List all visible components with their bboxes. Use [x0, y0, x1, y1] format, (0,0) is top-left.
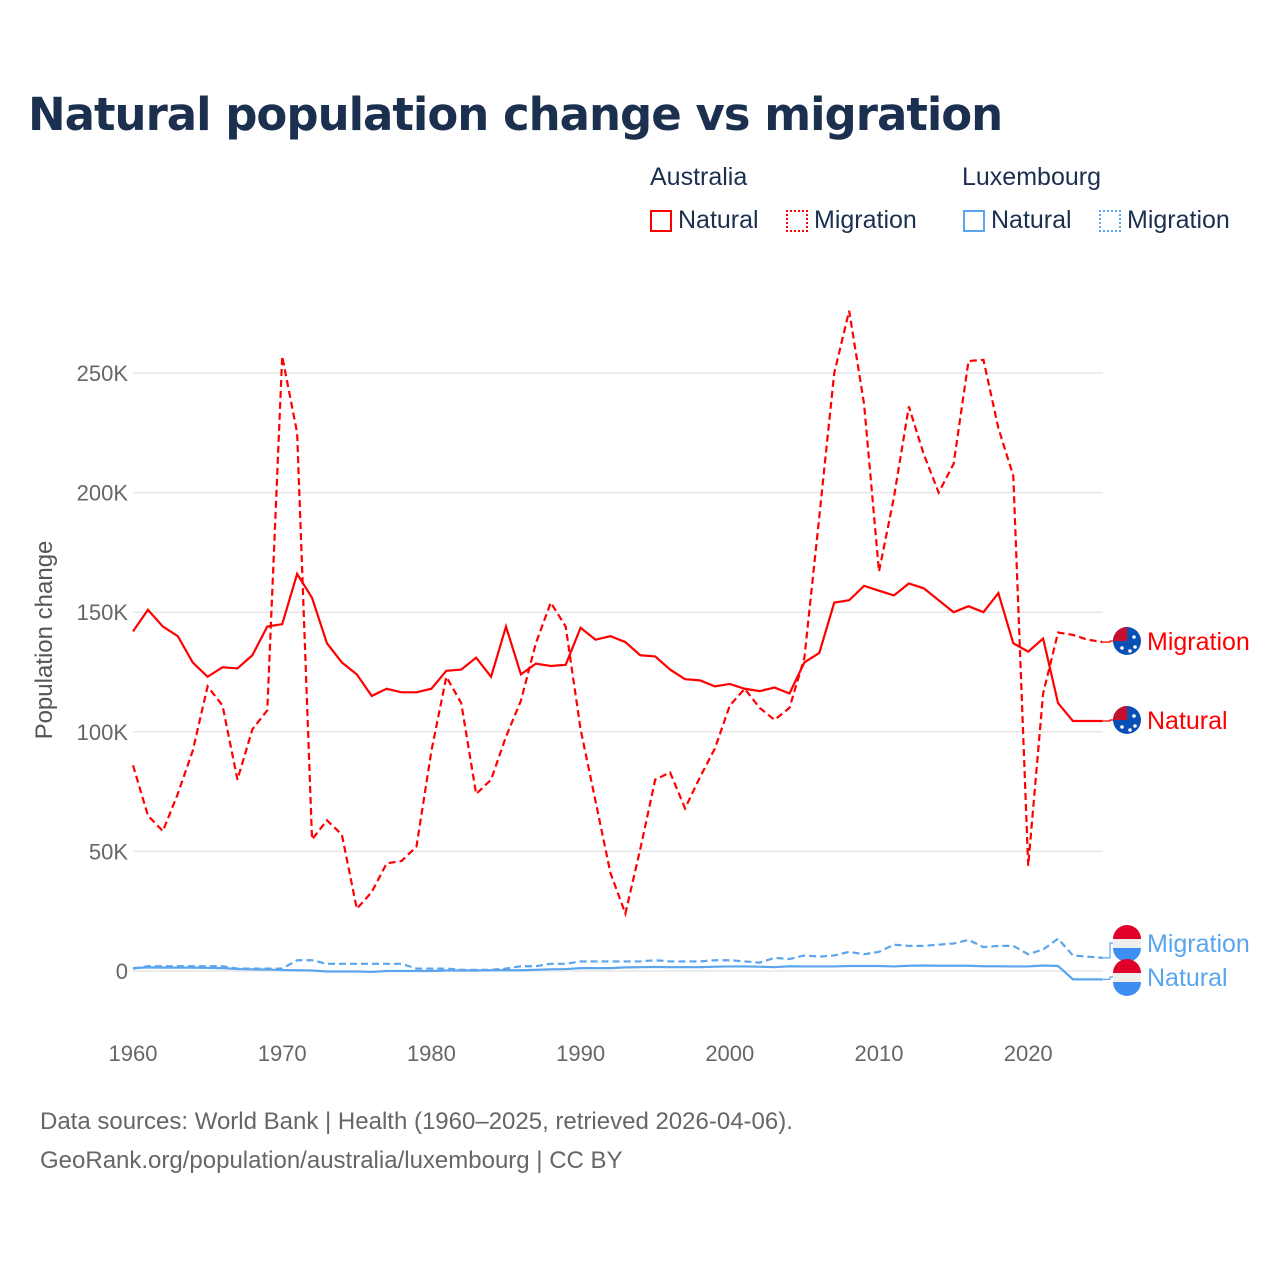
legend-group-luxembourg: Luxembourg	[962, 163, 1101, 191]
legend-item-lu-migration[interactable]: Migration	[1099, 206, 1230, 235]
end-label-lu-natural: Natural	[1147, 964, 1228, 992]
legend-label: Migration	[814, 206, 917, 234]
series-line-luxembourg-migration	[132, 937, 1103, 971]
end-label-au-natural: Natural	[1147, 707, 1228, 735]
x-tick-label: 1960	[109, 1041, 158, 1066]
x-tick-label: 1970	[258, 1041, 307, 1066]
legend-label: Natural	[991, 206, 1072, 234]
legend-label: Natural	[678, 206, 759, 234]
source-line-1: Data sources: World Bank | Health (1960–…	[40, 1108, 793, 1135]
legend-item-au-natural[interactable]: Natural	[650, 206, 759, 235]
y-tick-label: 200K	[77, 481, 129, 506]
source-line-2: GeoRank.org/population/australia/luxembo…	[40, 1147, 623, 1174]
legend-swatch-dotted	[1099, 209, 1121, 232]
label-connector	[1103, 640, 1114, 643]
series-line-luxembourg-natural	[132, 964, 1103, 981]
x-tick-label: 2010	[855, 1041, 904, 1066]
y-axis-label: Population change	[31, 541, 58, 740]
australia-flag-icon	[1113, 706, 1141, 734]
label-connector	[1103, 976, 1114, 980]
australia-flag-icon	[1113, 627, 1141, 655]
legend-swatch-solid	[963, 209, 985, 232]
luxembourg-flag-icon	[1113, 959, 1141, 996]
x-tick-label: 1990	[556, 1041, 605, 1066]
y-tick-label: 0	[116, 959, 128, 984]
series-line-australia-natural	[132, 571, 1103, 723]
y-tick-label: 150K	[77, 600, 129, 625]
end-label-lu-migration: Migration	[1147, 930, 1250, 958]
legend-swatch-solid	[650, 209, 672, 232]
x-tick-label: 2000	[705, 1041, 754, 1066]
legend-item-au-migration[interactable]: Migration	[786, 206, 917, 235]
x-tick-label: 2020	[1004, 1041, 1053, 1066]
series-line-australia-migration	[131, 310, 1103, 918]
label-connector	[1103, 942, 1114, 959]
chart-title: Natural population change vs migration	[28, 88, 1003, 141]
legend-label: Migration	[1127, 206, 1230, 234]
y-tick-label: 100K	[77, 720, 129, 745]
x-tick-label: 1980	[407, 1041, 456, 1066]
y-tick-label: 250K	[77, 361, 129, 386]
legend-swatch-dotted	[786, 209, 808, 232]
luxembourg-flag-icon	[1113, 925, 1141, 962]
end-label-au-migration: Migration	[1147, 628, 1250, 656]
y-tick-label: 50K	[89, 839, 128, 864]
label-connector	[1103, 719, 1114, 722]
legend-item-lu-natural[interactable]: Natural	[963, 206, 1072, 235]
legend-group-australia: Australia	[650, 163, 748, 191]
